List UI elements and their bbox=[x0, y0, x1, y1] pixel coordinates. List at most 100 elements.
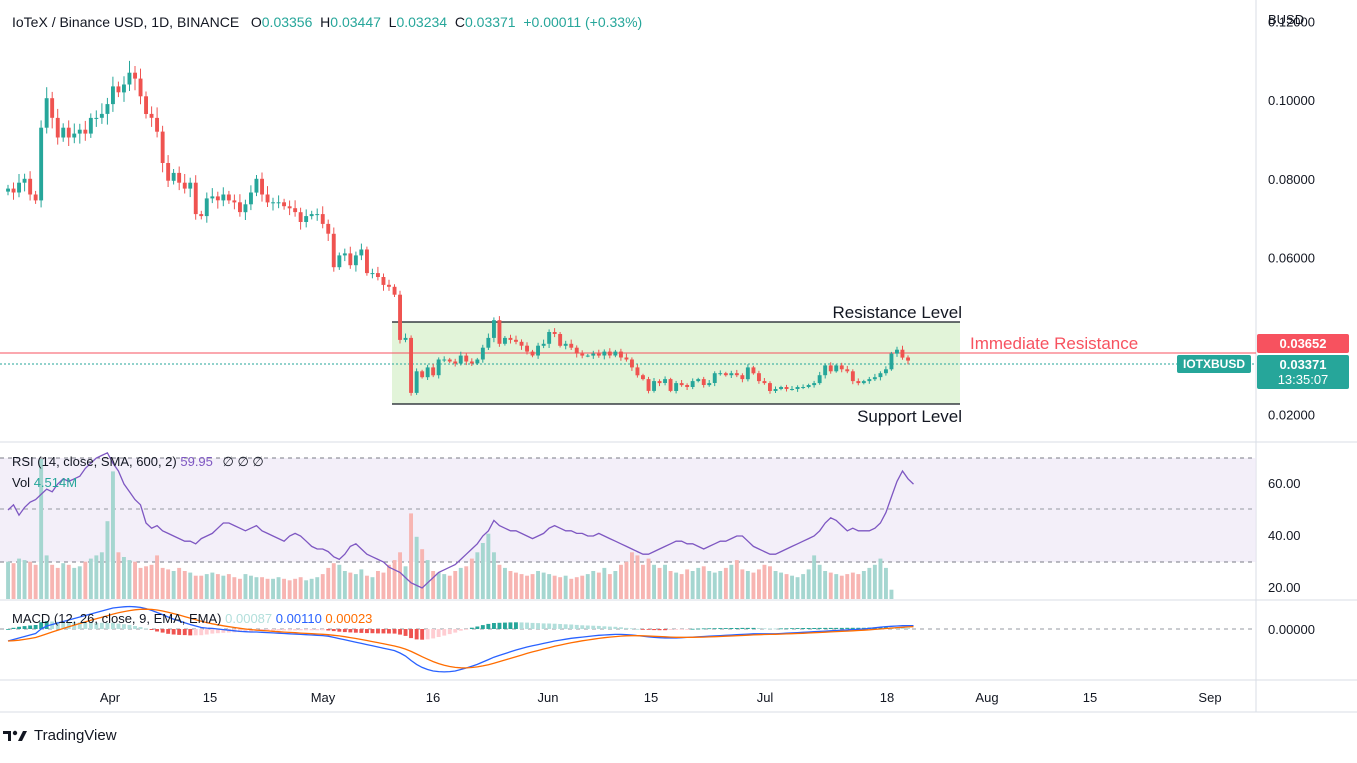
volume-bar bbox=[447, 575, 452, 599]
candle-body bbox=[166, 163, 171, 181]
macd-hist-bar bbox=[514, 622, 518, 629]
macd-hist-bar bbox=[607, 626, 612, 629]
time-tick-label: May bbox=[311, 690, 336, 705]
volume-bar bbox=[431, 571, 436, 599]
volume-bar bbox=[657, 567, 662, 599]
candle-body bbox=[635, 367, 640, 376]
volume-bar bbox=[182, 571, 187, 599]
candle-body bbox=[160, 131, 165, 163]
candle-body bbox=[795, 387, 800, 389]
volume-bar bbox=[646, 558, 651, 599]
candle-body bbox=[541, 343, 546, 346]
volume-bar bbox=[475, 552, 480, 599]
time-tick-label: Sep bbox=[1198, 690, 1221, 705]
candle-body bbox=[762, 381, 767, 384]
macd-hist-bar bbox=[331, 629, 336, 632]
volume-bar bbox=[72, 567, 77, 599]
candle-body bbox=[607, 351, 612, 356]
candle-body bbox=[878, 373, 883, 378]
rsi-extra: ∅ ∅ ∅ bbox=[222, 454, 264, 469]
candle-body bbox=[337, 255, 342, 268]
price-axis[interactable]: 0.12000 0.10000 0.08000 0.06000 0.02000 bbox=[1268, 15, 1315, 423]
candle-body bbox=[232, 200, 237, 203]
macd-hist-bar bbox=[795, 628, 800, 629]
candle-body bbox=[779, 387, 783, 389]
macd-hist-bar bbox=[701, 628, 706, 630]
macd-tick-0: 0.00000 bbox=[1268, 622, 1315, 637]
candle-body bbox=[552, 332, 557, 334]
time-tick-label: Aug bbox=[975, 690, 998, 705]
volume-bar bbox=[398, 552, 402, 599]
candle-body bbox=[547, 332, 552, 344]
macd-hist-bar bbox=[99, 622, 104, 629]
low-value: 0.03234 bbox=[396, 14, 448, 30]
macd-hist-bar bbox=[204, 629, 209, 635]
volume-bar bbox=[337, 564, 342, 599]
macd-hist-bar bbox=[116, 623, 121, 629]
candle-body bbox=[55, 117, 60, 138]
macd-hist-bar bbox=[304, 629, 309, 631]
macd-hist-bar bbox=[370, 629, 375, 634]
macd-hist-bar bbox=[635, 628, 640, 630]
candle-body bbox=[6, 188, 10, 192]
tradingview-brand[interactable]: TradingView bbox=[2, 727, 117, 744]
candle-body bbox=[105, 104, 110, 114]
macd-hist-bar bbox=[320, 629, 325, 631]
candle-body bbox=[497, 320, 502, 344]
macd-hist-bar bbox=[425, 629, 430, 640]
volume-bar bbox=[260, 577, 264, 599]
volume-bar bbox=[11, 563, 16, 599]
macd-hist-bar bbox=[376, 629, 380, 634]
volume-bar bbox=[188, 572, 193, 599]
macd-hist-bar bbox=[271, 629, 275, 631]
rsi-legend[interactable]: RSI (14, close, SMA, 600, 2) 59.95 ∅ ∅ ∅ bbox=[12, 454, 264, 470]
macd-hist-bar bbox=[326, 629, 331, 631]
candle-body bbox=[265, 194, 270, 203]
macd-hist-bar bbox=[574, 624, 579, 629]
macd-hist-bar bbox=[387, 629, 391, 634]
volume-bar bbox=[309, 578, 314, 599]
volume-bar bbox=[663, 564, 667, 599]
volume-bar bbox=[563, 575, 568, 599]
volume-legend[interactable]: Vol 4.514M bbox=[12, 475, 77, 490]
macd-hist-bar bbox=[83, 622, 88, 629]
pair-title[interactable]: IoTeX / Binance USD, 1D, BINANCE bbox=[12, 14, 240, 30]
volume-bar bbox=[850, 572, 855, 599]
macd-hist-bar bbox=[503, 622, 507, 629]
candle-body bbox=[376, 273, 380, 277]
macd-legend[interactable]: MACD (12, 26, close, 9, EMA, EMA) 0.0008… bbox=[12, 611, 372, 626]
candle-body bbox=[155, 117, 159, 132]
volume-bar bbox=[61, 563, 66, 599]
candle-body bbox=[630, 359, 634, 368]
macd-hist-bar bbox=[381, 629, 386, 634]
symbol-tag: IOTXBUSD bbox=[1177, 355, 1252, 373]
macd-hist-bar bbox=[751, 627, 756, 629]
candle-body bbox=[884, 369, 888, 374]
macd-hist-bar bbox=[646, 629, 651, 630]
macd-hist-bar bbox=[28, 625, 33, 629]
macd-hist-bar bbox=[177, 629, 182, 635]
macd-hist-bar bbox=[900, 627, 905, 629]
candle-body bbox=[861, 381, 866, 384]
candle-body bbox=[276, 202, 281, 204]
volume-bar bbox=[144, 566, 148, 599]
candle-body bbox=[72, 133, 77, 138]
macd-hist-bar bbox=[453, 629, 458, 633]
volume-bar bbox=[28, 561, 33, 599]
macd-hist-bar bbox=[111, 622, 115, 629]
candle-body bbox=[701, 379, 706, 385]
macd-hist-bar bbox=[536, 623, 540, 629]
macd-hist-bar bbox=[365, 629, 369, 634]
volume-bar bbox=[497, 564, 502, 599]
macd-hist-bar bbox=[569, 624, 574, 629]
macd-hist-bar bbox=[166, 629, 171, 634]
volume-bar bbox=[685, 569, 690, 599]
candle-body bbox=[282, 202, 286, 207]
candle-body bbox=[585, 355, 590, 357]
candle-body bbox=[171, 172, 176, 181]
volume-bar bbox=[326, 567, 331, 599]
time-axis[interactable]: Apr 15 May 16 Jun 15 Jul 18 Aug 15 Sep bbox=[100, 690, 1222, 705]
candle-body bbox=[182, 182, 187, 189]
macd-hist-bar bbox=[55, 621, 60, 629]
candle-body bbox=[271, 202, 275, 204]
